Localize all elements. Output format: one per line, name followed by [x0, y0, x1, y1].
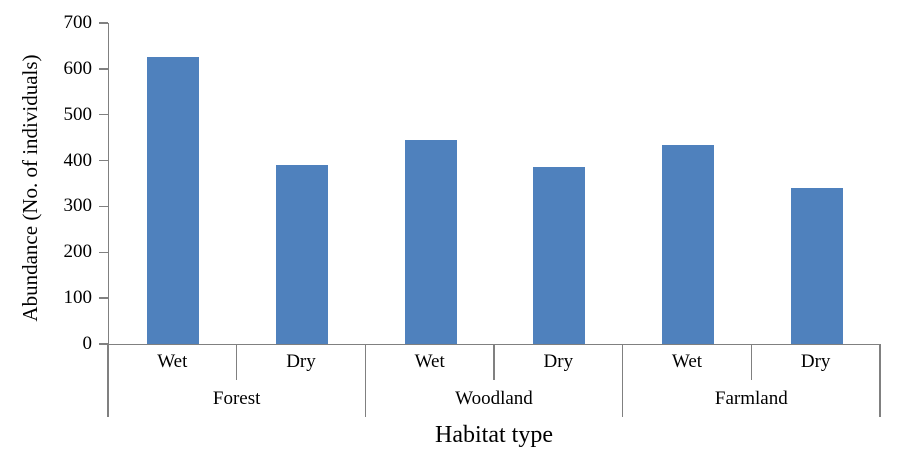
y-axis: 0 100 200 300 400 500 600 700: [0, 0, 108, 420]
bar-woodland-wet: [404, 139, 457, 344]
y-tick-mark: [99, 205, 108, 208]
bar-forest-dry: [276, 165, 328, 344]
y-tick-mark: [99, 159, 108, 162]
category-separator: [235, 344, 238, 380]
group-label-forest: Forest: [212, 387, 261, 409]
group-separator: [879, 344, 881, 417]
y-tick-label: 100: [63, 287, 93, 309]
category-label-dry: Dry: [800, 351, 831, 372]
y-tick-label: 600: [63, 57, 93, 79]
y-tick-label: 200: [63, 241, 93, 263]
group-label-farmland: Farmland: [714, 387, 788, 409]
category-separator: [493, 344, 495, 380]
group-separator: [621, 344, 624, 417]
category-label-dry: Dry: [543, 351, 574, 372]
y-tick-label: 400: [63, 149, 93, 171]
plot-area: [108, 23, 881, 345]
y-tick-mark: [99, 68, 108, 70]
bar-woodland-dry: [533, 167, 586, 344]
y-tick-label: 300: [63, 195, 93, 217]
y-tick-mark: [99, 22, 108, 24]
y-tick-mark: [99, 251, 108, 254]
y-tick-mark: [99, 343, 108, 345]
y-tick-label: 700: [63, 12, 93, 33]
y-tick-label: 0: [82, 333, 93, 354]
category-label-dry: Dry: [286, 351, 316, 372]
bar-forest-wet: [147, 57, 200, 344]
y-tick-mark: [99, 113, 108, 116]
bar-farmland-dry: [790, 188, 843, 344]
y-tick-mark: [99, 297, 108, 299]
group-separator: [364, 344, 367, 417]
x-axis-title: Habitat type: [435, 422, 553, 448]
category-label-wet: Wet: [157, 351, 188, 372]
x-axis: Wet Dry Forest Wet Dry Woodland Wet Dry Farmland: [107, 344, 881, 421]
category-label-wet: Wet: [671, 351, 703, 372]
bar-farmland-wet: [662, 144, 714, 344]
group-separator: [107, 344, 109, 417]
group-label-woodland: Woodland: [455, 387, 533, 409]
category-label-wet: Wet: [414, 351, 445, 372]
y-tick-label: 500: [63, 103, 93, 125]
category-separator: [750, 344, 753, 380]
